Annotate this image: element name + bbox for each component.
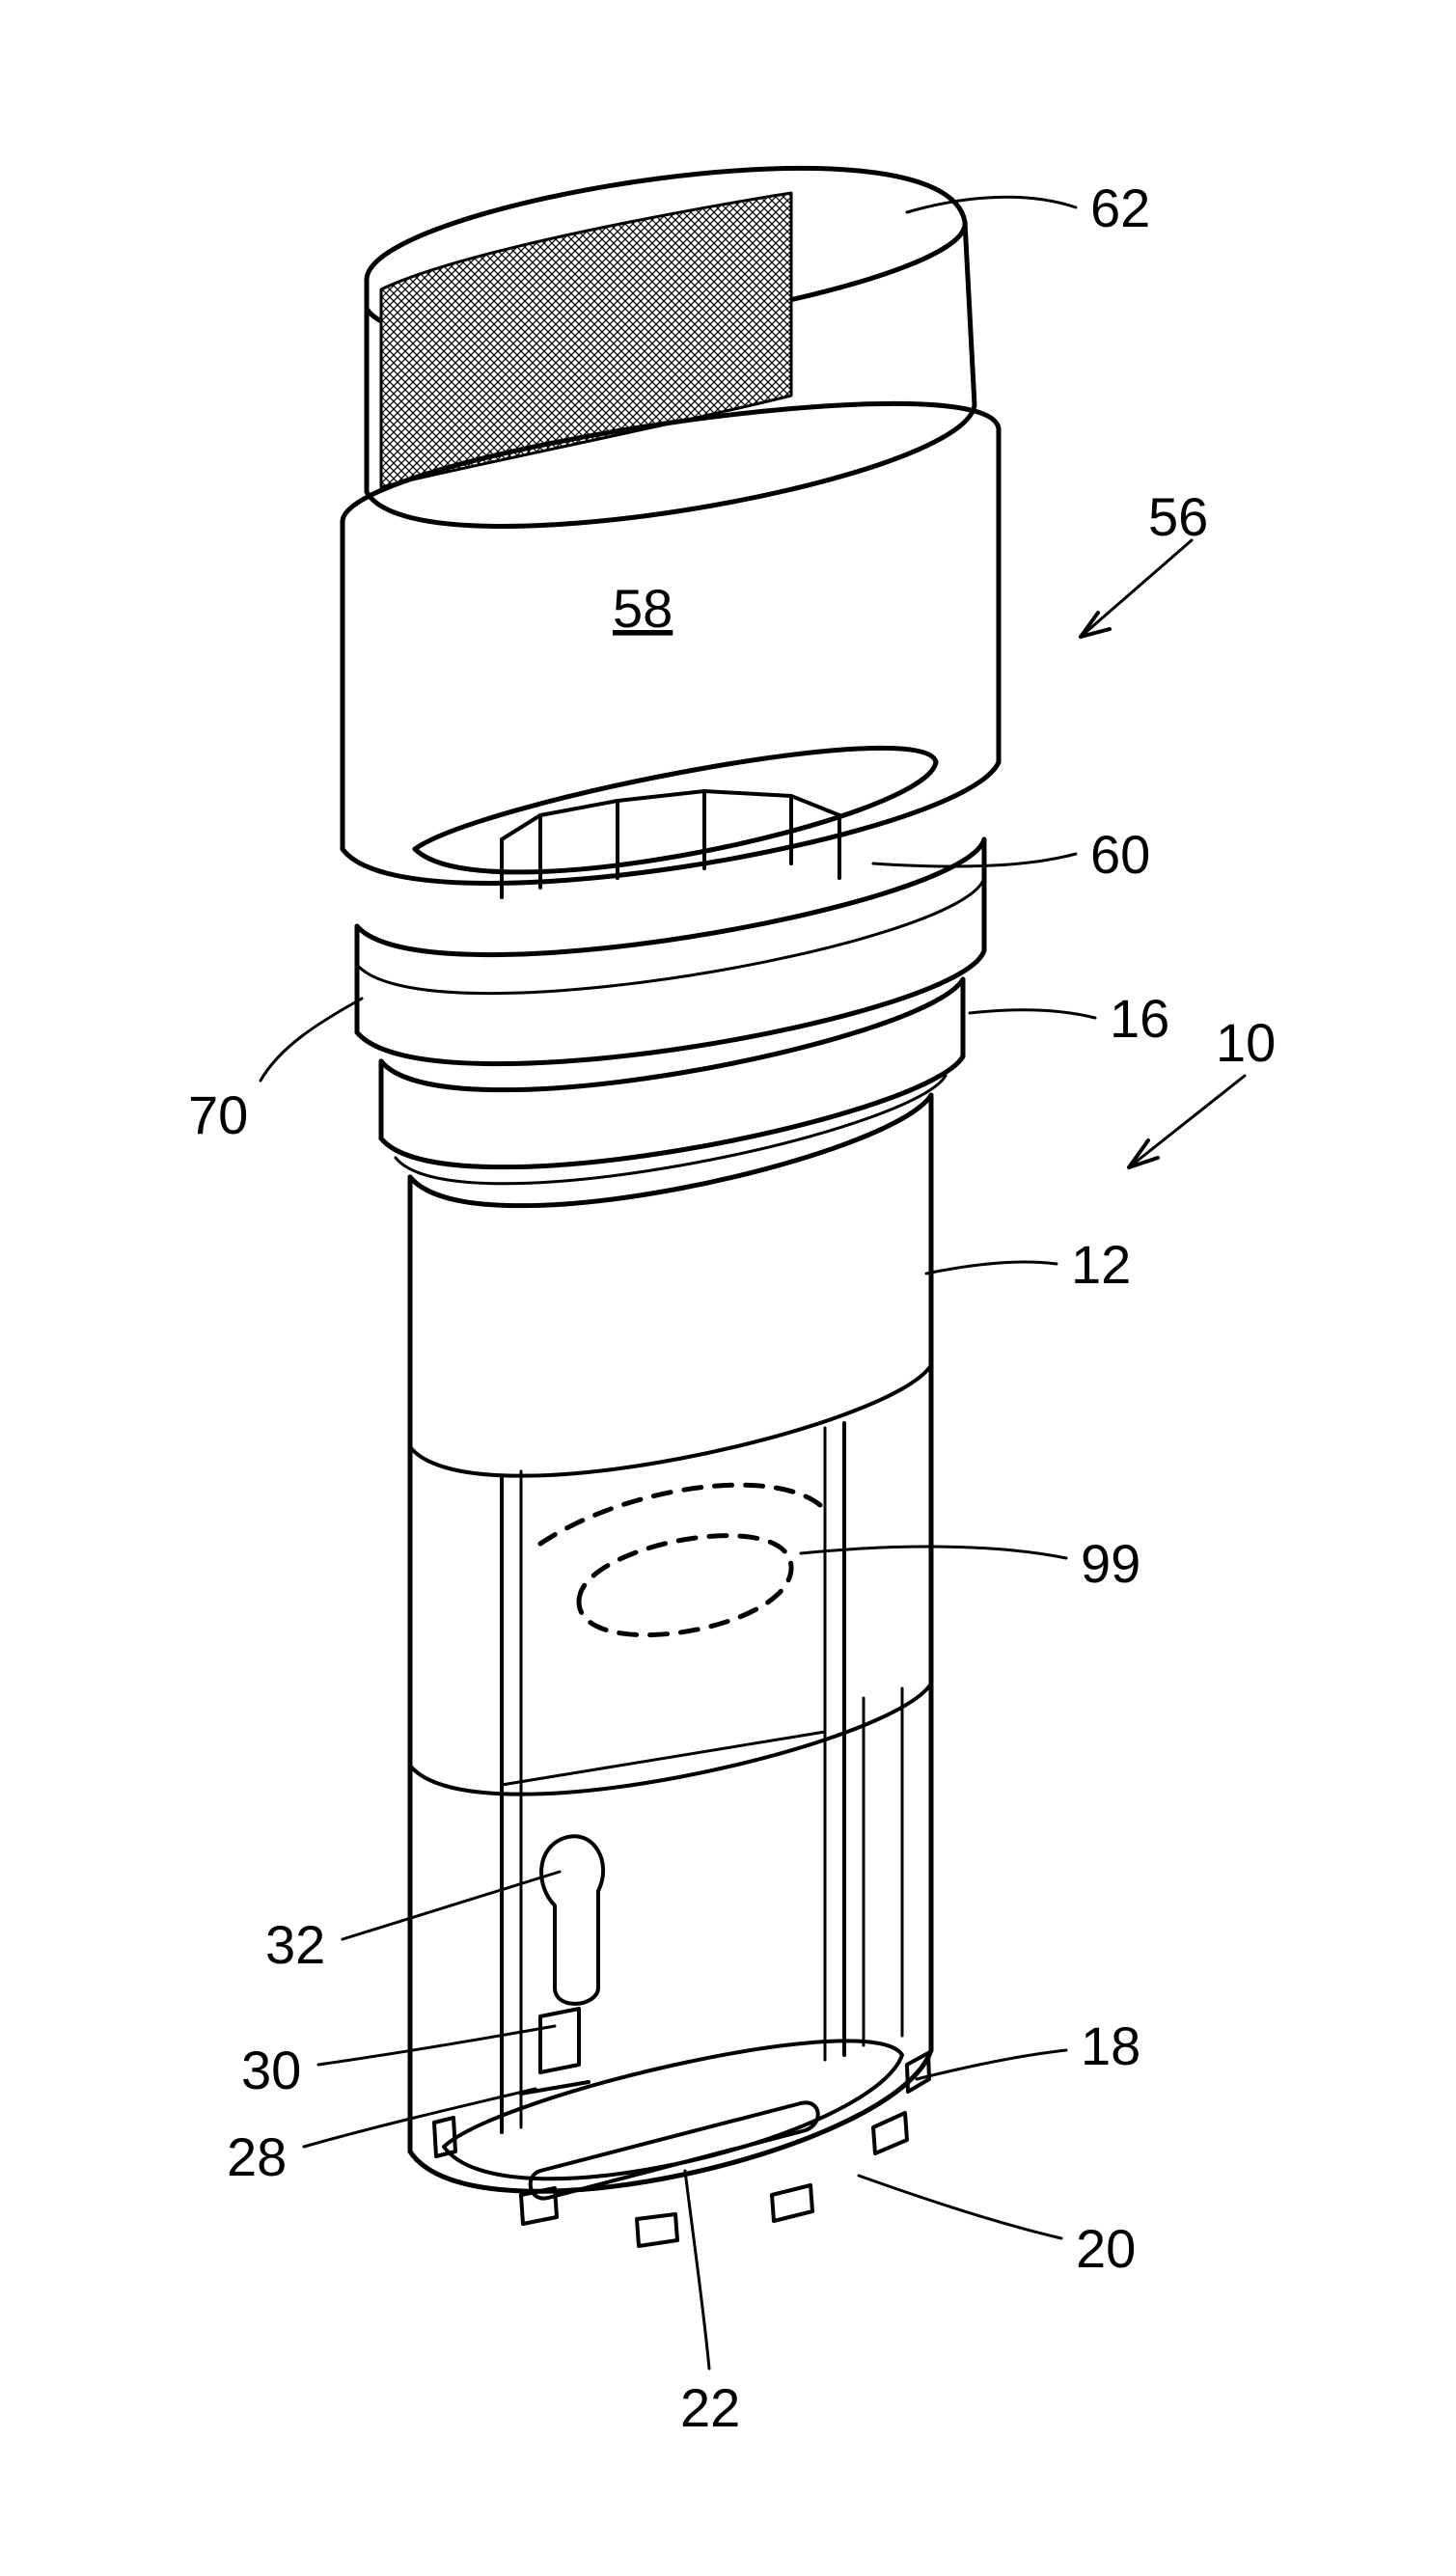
patent-figure: 62 58 56 60 70 16 10 12 99 32 30 28 18 2… <box>0 0 1456 2576</box>
labels-group: 62 58 56 60 70 16 10 12 99 32 30 28 18 2… <box>188 178 1276 2438</box>
label-10: 10 <box>1216 1012 1276 1073</box>
label-22: 22 <box>680 2377 740 2438</box>
label-58: 58 <box>613 578 673 639</box>
label-18: 18 <box>1081 2015 1140 2076</box>
label-60: 60 <box>1090 824 1150 885</box>
label-12: 12 <box>1071 1234 1131 1295</box>
label-32: 32 <box>265 1914 325 1975</box>
label-99: 99 <box>1081 1533 1140 1594</box>
label-62: 62 <box>1090 178 1150 238</box>
label-16: 16 <box>1110 988 1169 1049</box>
label-30: 30 <box>241 2040 301 2100</box>
label-20: 20 <box>1076 2218 1136 2279</box>
label-28: 28 <box>227 2126 287 2187</box>
label-70: 70 <box>188 1084 248 1145</box>
label-56: 56 <box>1148 486 1208 547</box>
